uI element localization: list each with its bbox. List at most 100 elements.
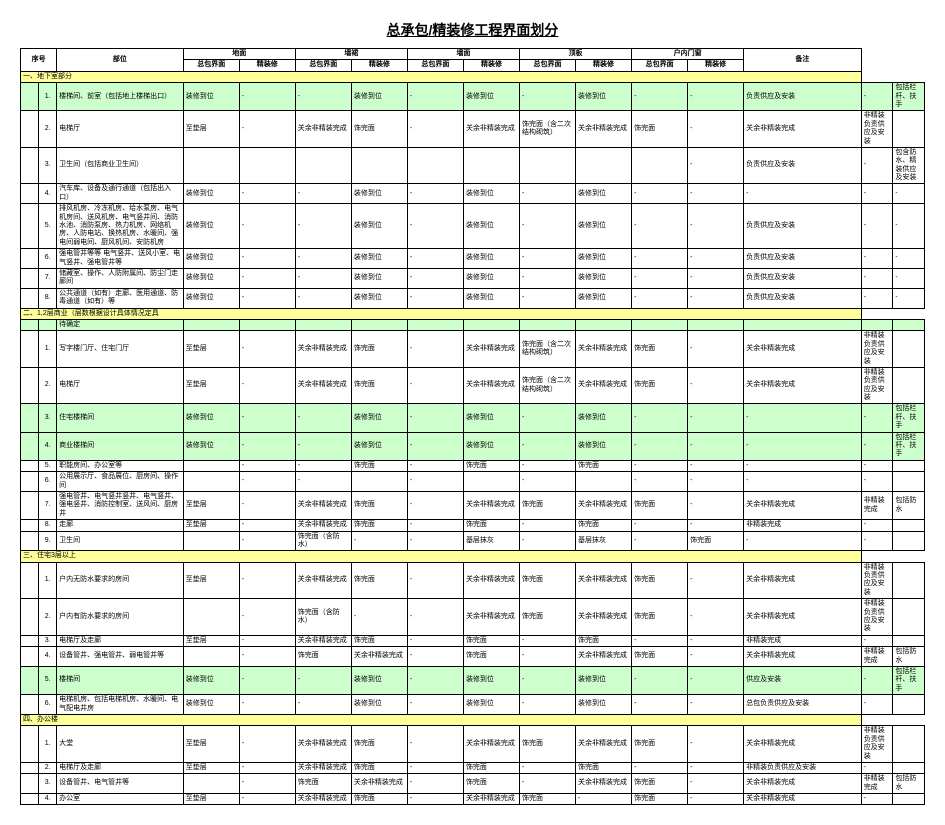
cell-num: 5. xyxy=(39,667,57,695)
cell-value: 装修到位 xyxy=(351,432,407,460)
cell-value: - xyxy=(239,184,295,204)
cell-value: - xyxy=(239,460,295,471)
cell-num: 8. xyxy=(39,520,57,531)
cell-part: 职能房间、办公室等 xyxy=(57,460,184,471)
cell-part: 楼梯间 xyxy=(57,667,184,695)
cell-value: 装修到位 xyxy=(183,184,239,204)
cell-value: - xyxy=(688,774,744,794)
cell-value: - xyxy=(744,531,862,551)
table-row: 3.卫生间（包括商业卫生间）-负责供应及安装-包含防水、精装供应及安装 xyxy=(21,147,925,184)
cell-value: 关余非精装完成 xyxy=(744,562,862,599)
table-row: 2.户内有防水要求的房间-饰完面（含防水）--关余非精装完成饰完面关余非精装完成… xyxy=(21,599,925,636)
cell-value xyxy=(183,460,239,471)
cell-value: - xyxy=(239,647,295,667)
cell-value: 关余非精装完成 xyxy=(744,111,862,148)
cell-value: 饰完面 xyxy=(519,562,575,599)
cell-seq xyxy=(21,667,39,695)
cell-num: 1. xyxy=(39,331,57,368)
cell-value: 饰完面 xyxy=(351,635,407,646)
cell-value: 装修到位 xyxy=(576,404,632,432)
cell-seq xyxy=(21,460,39,471)
table-row: 4.办公室至垫层-关余非精装完成饰完面-关余非精装完成饰完面-饰完面-关余非精装… xyxy=(21,794,925,805)
cell-value: 装修到位 xyxy=(463,249,519,269)
cell-value: 饰完面 xyxy=(576,635,632,646)
cell-seq xyxy=(21,288,39,308)
table-row: 1.户内无防水要求的房间至垫层-关余非精装完成饰完面-关余非精装完成饰完面关余非… xyxy=(21,562,925,599)
cell-value: - xyxy=(632,695,688,715)
cell-value: - xyxy=(861,83,893,111)
cell-part: 汽车库、设备及通行通道（包括出入口） xyxy=(57,184,184,204)
header-sub: 精装修 xyxy=(576,60,632,71)
cell-value: 关余非精装完成 xyxy=(576,367,632,404)
cell-value: - xyxy=(861,147,893,184)
cell-value: 装修到位 xyxy=(463,268,519,288)
table-row: 1.大堂至垫层-关余非精装完成饰完面-关余非精装完成饰完面关余非精装完成饰完面-… xyxy=(21,726,925,763)
cell-value: 饰完面 xyxy=(351,762,407,773)
table-row: 9.卫生间-饰完面（含防水）--基层抹灰-基层抹灰-饰完面-- xyxy=(21,531,925,551)
cell-value: 总包负责供应及安装 xyxy=(744,695,862,715)
cell-value xyxy=(463,319,519,330)
cell-value: 装修到位 xyxy=(183,204,239,249)
cell-value: 装修到位 xyxy=(463,184,519,204)
cell-num: 6. xyxy=(39,695,57,715)
cell-value: 装修到位 xyxy=(576,249,632,269)
cell-remark xyxy=(893,472,925,492)
cell-value: 关余非精装完成 xyxy=(744,647,862,667)
header-seq: 序号 xyxy=(21,49,57,72)
cell-num: 2. xyxy=(39,762,57,773)
cell-seq xyxy=(21,184,39,204)
cell-seq xyxy=(21,472,39,492)
cell-value: - xyxy=(239,83,295,111)
cell-seq xyxy=(21,635,39,646)
cell-value: 饰完面 xyxy=(519,794,575,805)
cell-value: 关余非精装完成 xyxy=(744,331,862,368)
cell-value: - xyxy=(632,268,688,288)
cell-value: - xyxy=(632,667,688,695)
cell-value: - xyxy=(351,531,407,551)
cell-value xyxy=(351,319,407,330)
cell-value: 饰完面 xyxy=(688,531,744,551)
cell-value: 饰完面（含二次结构砌筑） xyxy=(519,331,575,368)
cell-value: 饰完面 xyxy=(632,111,688,148)
cell-value: 装修到位 xyxy=(351,288,407,308)
cell-remark: 包括防水 xyxy=(893,774,925,794)
cell-value: - xyxy=(295,288,351,308)
cell-value: 装修到位 xyxy=(576,204,632,249)
cell-value: 饰完面 xyxy=(576,762,632,773)
cell-value: - xyxy=(295,184,351,204)
cell-value: 装修到位 xyxy=(183,249,239,269)
cell-value xyxy=(519,319,575,330)
cell-num: 7. xyxy=(39,268,57,288)
cell-remark xyxy=(893,460,925,471)
cell-value: - xyxy=(632,531,688,551)
cell-value: - xyxy=(744,184,862,204)
header-sub: 总包界面 xyxy=(295,60,351,71)
cell-value: - xyxy=(239,491,295,519)
cell-value: - xyxy=(239,635,295,646)
cell-value: 至垫层 xyxy=(183,367,239,404)
cell-value: - xyxy=(407,367,463,404)
table-row: 4.汽车库、设备及通行通道（包括出入口）装修到位--装修到位-装修到位-装修到位… xyxy=(21,184,925,204)
cell-value: - xyxy=(295,695,351,715)
table-row: 1.写字楼门厅、住宅门厅至垫层-关余非精装完成饰完面-关余非精装完成饰完面（含二… xyxy=(21,331,925,368)
header-sub: 总包界面 xyxy=(183,60,239,71)
cell-value: - xyxy=(407,460,463,471)
cell-remark xyxy=(893,695,925,715)
cell-value: 饰完面 xyxy=(632,774,688,794)
cell-value: 关余非精装完成 xyxy=(744,726,862,763)
cell-part: 排风机房、冷冻机房、给水泵房、电气机房间、送风机房、电气竖井间、消防水池、消防泵… xyxy=(57,204,184,249)
cell-remark: - xyxy=(893,204,925,249)
cell-part: 强电管井、电气竖井竖井、电气竖井、强电竖井、消防控制室、送风间、厨房井 xyxy=(57,491,184,519)
main-table: 序号 部位 地面 墙裙 墙面 顶板 户内门窗 备注 总包界面精装修总包界面精装修… xyxy=(20,48,925,805)
cell-num: 6. xyxy=(39,249,57,269)
cell-value: - xyxy=(688,404,744,432)
cell-num: 3. xyxy=(39,635,57,646)
cell-value xyxy=(576,147,632,184)
cell-value: - xyxy=(407,562,463,599)
cell-value: 负责供应及安装 xyxy=(744,147,862,184)
header-sub: 精装修 xyxy=(351,60,407,71)
cell-value: 关余非精装完成 xyxy=(463,491,519,519)
cell-value: 装修到位 xyxy=(183,432,239,460)
cell-remark xyxy=(893,762,925,773)
cell-value xyxy=(632,319,688,330)
